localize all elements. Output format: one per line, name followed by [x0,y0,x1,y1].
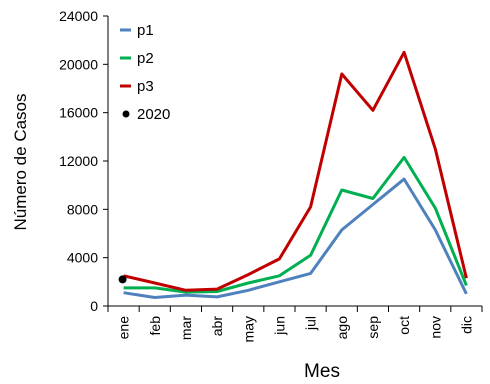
x-tick-label: jul [303,316,319,331]
data-point-p1 [216,295,219,298]
data-point-p1 [247,289,250,292]
series-line-p1 [123,177,468,299]
data-point-p3 [216,288,219,291]
data-point-p3 [340,73,343,76]
legend-swatch-2020 [122,110,130,118]
data-point-p2 [340,189,343,192]
data-point-p3 [278,257,281,260]
data-point-p2 [465,284,468,287]
y-tick-label: 0 [90,298,98,314]
x-tick-label: dic [458,316,474,334]
x-tick-label: ago [334,316,350,340]
data-point-p1 [184,294,187,297]
x-tick-label: nov [427,316,443,339]
data-point-p3 [247,273,250,276]
data-point-2020 [118,275,127,284]
y-tick-label: 16000 [59,105,98,121]
legend-label-p1: p1 [137,22,154,39]
data-point-p1 [371,203,374,206]
y-tick-label: 8000 [67,201,98,217]
data-point-p2 [278,274,281,277]
data-point-p1 [278,280,281,283]
data-point-p2 [403,156,406,159]
data-point-p1 [153,296,156,299]
data-point-p1 [309,272,312,275]
x-tick-label: abr [209,316,225,337]
x-tick-label: jun [271,316,287,336]
y-axis-title: Número de Casos [11,93,30,230]
series-line-p3 [123,50,468,292]
y-tick-label: 20000 [59,56,98,72]
data-point-p3 [434,147,437,150]
data-point-p2 [153,286,156,289]
data-point-p1 [403,178,406,181]
x-tick-label: oct [396,316,412,335]
data-point-p3 [153,282,156,285]
data-point-p1 [340,228,343,231]
x-tick-label: ene [116,316,132,340]
series-line-p2 [123,155,468,294]
data-point-p1 [434,228,437,231]
x-tick-label: may [240,316,256,342]
data-point-p2 [247,282,250,285]
data-point-p3 [403,51,406,54]
legend-label-2020: 2020 [137,106,170,123]
data-point-p3 [371,109,374,112]
data-point-p2 [122,286,125,289]
y-tick-label: 4000 [67,250,98,266]
x-tick-label: feb [147,316,163,336]
legend-label-p3: p3 [137,78,154,95]
data-point-p1 [465,292,468,295]
x-axis-title: Mes [304,361,340,382]
x-tick-label: sep [365,316,381,339]
x-tick-label: mar [178,316,194,340]
data-point-p1 [122,291,125,294]
data-point-p2 [309,254,312,257]
legend-label-p2: p2 [137,50,154,67]
data-point-p3 [184,289,187,292]
y-tick-label: 24000 [59,8,98,24]
data-point-p3 [309,205,312,208]
y-tick-label: 12000 [59,153,98,169]
data-point-p2 [434,207,437,210]
data-point-p3 [465,277,468,280]
data-point-p2 [371,197,374,200]
